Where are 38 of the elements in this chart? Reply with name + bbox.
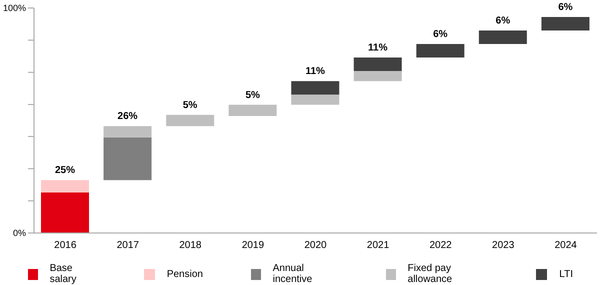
x-tick-label: 2016 — [54, 240, 77, 252]
x-tick-label: 2021 — [366, 240, 390, 252]
total-label: 25% — [54, 165, 76, 176]
x-tick-label: 2022 — [429, 240, 452, 252]
bar — [104, 126, 152, 138]
x-tick-label: 2020 — [304, 240, 328, 252]
bar — [354, 58, 402, 71]
bar — [41, 180, 89, 192]
x-tick-label: 2018 — [179, 240, 202, 252]
total-label: 6% — [558, 2, 573, 13]
bar — [541, 17, 590, 30]
total-label: 11% — [368, 42, 388, 54]
total-label: 5% — [182, 100, 198, 111]
x-tick-label: 2023 — [492, 240, 515, 252]
legend-label: Pension — [166, 268, 203, 282]
bar — [416, 44, 464, 58]
total-label: 6% — [496, 16, 510, 26]
x-tick-label: 2019 — [242, 240, 265, 252]
legend-label: LTI — [558, 268, 573, 282]
total-label: 11% — [305, 66, 326, 78]
bar — [291, 94, 340, 105]
x-tick-label: 2017 — [116, 240, 140, 252]
legend-label: Base salary — [48, 263, 78, 285]
bar — [228, 104, 277, 116]
x-tick-label: 2024 — [554, 240, 578, 252]
bar — [104, 137, 152, 180]
total-label: 26% — [118, 111, 138, 122]
y-tick-label: 100% — [2, 3, 26, 14]
legend-label: Fixed pay allowance — [406, 263, 454, 285]
bar — [291, 81, 340, 95]
bar — [41, 192, 89, 233]
total-label: 6% — [433, 29, 448, 40]
legend-label: Annual incentive — [272, 263, 314, 285]
y-tick-label: 0% — [12, 228, 26, 238]
bar — [354, 71, 402, 82]
bar — [166, 114, 214, 126]
bar — [478, 30, 527, 44]
total-label: 5% — [245, 90, 260, 101]
